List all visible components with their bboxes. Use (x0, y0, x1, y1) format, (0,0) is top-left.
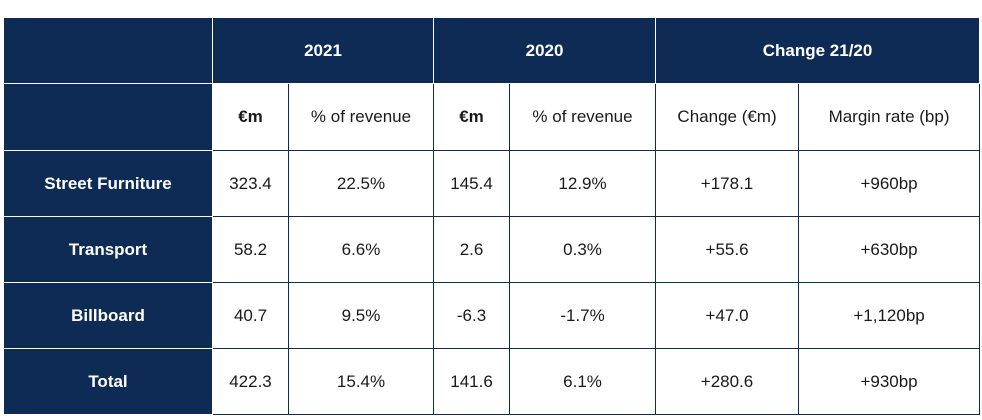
cell-2020-pct: 0.3% (509, 216, 657, 283)
cell-2021-em: 40.7 (212, 282, 289, 349)
cell-2020-em: -6.3 (433, 282, 511, 349)
cell-2021-pct: 6.6% (287, 216, 435, 283)
cell-2020-em: 2.6 (433, 216, 511, 283)
header-row-years: 2021 2020 Change 21/20 (3, 17, 981, 84)
cell-2020-pct: 6.1% (509, 348, 657, 415)
cell-change-em: +47.0 (655, 282, 800, 349)
cell-2020-pct: 12.9% (509, 150, 657, 217)
cell-change-em: +178.1 (655, 150, 800, 217)
header-2021: 2021 (211, 17, 435, 84)
row-label: Total (3, 348, 213, 415)
cell-margin-rate: +930bp (798, 348, 981, 415)
header-2020: 2020 (433, 17, 657, 84)
col-2020-em: €m (433, 83, 511, 151)
table-row-transport: Transport 58.2 6.6% 2.6 0.3% +55.6 +630b… (3, 216, 981, 283)
cell-change-em: +55.6 (655, 216, 800, 283)
cell-2021-pct: 22.5% (287, 150, 435, 217)
header-change: Change 21/20 (655, 17, 981, 84)
cell-2021-pct: 9.5% (287, 282, 435, 349)
table-row-billboard: Billboard 40.7 9.5% -6.3 -1.7% +47.0 +1,… (3, 282, 981, 349)
cell-2021-em: 323.4 (212, 150, 289, 217)
cell-margin-rate: +960bp (798, 150, 981, 217)
col-2021-em: €m (212, 83, 289, 151)
row-label: Billboard (3, 282, 213, 349)
financial-results-table: 2021 2020 Change 21/20 €m % of revenue €… (3, 17, 981, 415)
header-blank-corner (3, 17, 213, 84)
row-label: Transport (3, 216, 213, 283)
cell-margin-rate: +1,120bp (798, 282, 981, 349)
cell-margin-rate: +630bp (798, 216, 981, 283)
cell-2020-pct: -1.7% (509, 282, 657, 349)
col-2021-pct: % of revenue (287, 83, 435, 151)
cell-change-em: +280.6 (655, 348, 800, 415)
header-blank-sub (3, 83, 213, 151)
col-change-em: Change (€m) (655, 83, 800, 151)
row-label: Street Furniture (3, 150, 213, 217)
col-margin-rate: Margin rate (bp) (798, 83, 981, 151)
cell-2021-pct: 15.4% (287, 348, 435, 415)
table-row-total: Total 422.3 15.4% 141.6 6.1% +280.6 +930… (3, 348, 981, 415)
cell-2021-em: 422.3 (212, 348, 289, 415)
col-2020-pct: % of revenue (509, 83, 657, 151)
table-row-street-furniture: Street Furniture 323.4 22.5% 145.4 12.9%… (3, 150, 981, 217)
header-row-columns: €m % of revenue €m % of revenue Change (… (3, 83, 981, 151)
cell-2020-em: 141.6 (433, 348, 511, 415)
cell-2021-em: 58.2 (212, 216, 289, 283)
cell-2020-em: 145.4 (433, 150, 511, 217)
